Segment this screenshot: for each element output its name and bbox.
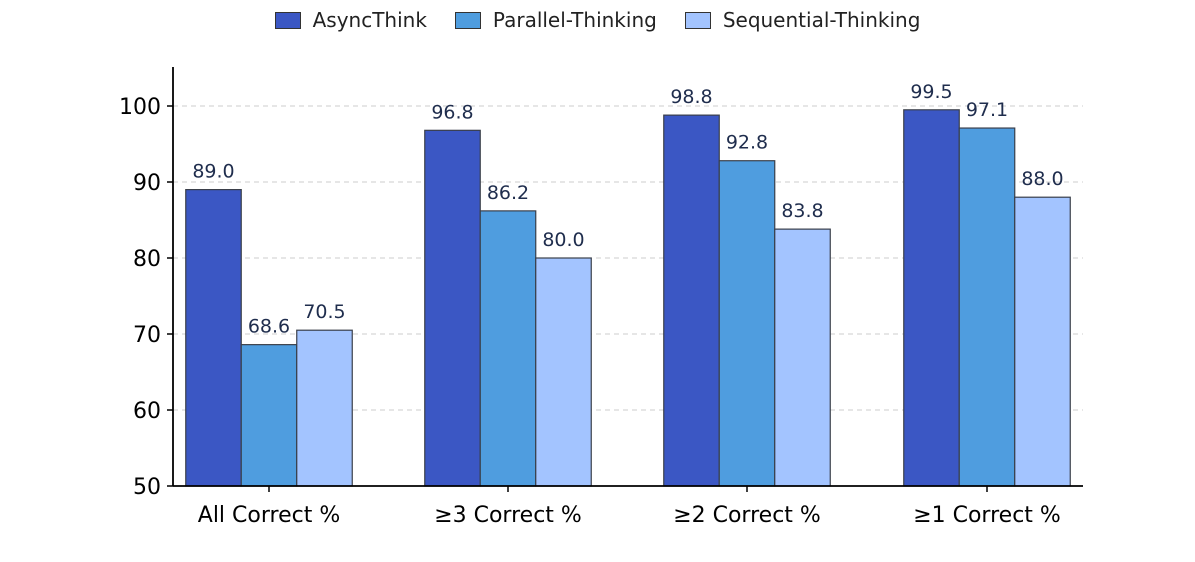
bar xyxy=(718,160,776,487)
bar-value-label: 98.8 xyxy=(670,86,712,108)
x-tick-label: ≥3 Correct % xyxy=(434,503,582,528)
bar-value-label: 86.2 xyxy=(487,182,529,204)
bar xyxy=(663,114,720,487)
bars xyxy=(185,109,1071,487)
legend-swatch-sequential-thinking xyxy=(684,11,711,29)
y-tick-label: 90 xyxy=(133,171,161,196)
legend-item-sequential-thinking: Sequential-Thinking xyxy=(684,8,921,32)
bar xyxy=(424,129,481,487)
x-tick-label: ≥1 Correct % xyxy=(913,503,1061,528)
bar xyxy=(185,189,242,487)
bar xyxy=(535,257,592,487)
bar-value-label: 88.0 xyxy=(1021,168,1063,190)
y-tick-label: 100 xyxy=(119,95,161,120)
legend-swatch-parallel-thinking xyxy=(454,11,481,29)
bar xyxy=(774,228,831,487)
data-labels: 89.0 68.6 70.5 96.8 86.2 80.0 98.8 92.8 83.8 99.5… xyxy=(192,81,1063,338)
legend-label: Parallel-Thinking xyxy=(492,8,657,32)
legend-item-asyncthink: AsyncThink xyxy=(274,8,427,32)
bar-value-label: 68.6 xyxy=(248,316,290,338)
bar xyxy=(903,109,960,487)
bar-value-label: 92.8 xyxy=(726,132,768,154)
bar-value-label: 70.5 xyxy=(303,301,345,323)
legend-item-parallel-thinking: Parallel-Thinking xyxy=(454,8,657,32)
legend-swatch-asyncthink xyxy=(274,11,301,29)
bar xyxy=(1014,196,1071,487)
legend-label: AsyncThink xyxy=(312,8,427,32)
bar-value-label: 89.0 xyxy=(192,161,234,183)
bar xyxy=(479,210,537,487)
bar-value-label: 83.8 xyxy=(781,200,823,222)
bar xyxy=(296,329,353,487)
bar-value-label: 96.8 xyxy=(431,101,473,123)
bar-value-label: 80.0 xyxy=(542,229,584,251)
bar-value-label: 99.5 xyxy=(910,81,952,103)
axes: 50 60 70 80 90 100 All Correct % ≥3 Correct % ≥2… xyxy=(119,67,1083,528)
bar-value-label: 97.1 xyxy=(966,99,1008,121)
y-tick-label: 50 xyxy=(133,475,161,500)
bar xyxy=(958,127,1016,487)
y-tick-label: 80 xyxy=(133,247,161,272)
x-tick-label: All Correct % xyxy=(198,503,340,528)
chart-legend: AsyncThink Parallel-Thinking Sequential-… xyxy=(0,8,1195,32)
bar xyxy=(240,344,298,487)
y-tick-label: 70 xyxy=(133,323,161,348)
legend-label: Sequential-Thinking xyxy=(722,8,921,32)
x-tick-label: ≥2 Correct % xyxy=(673,503,821,528)
y-tick-label: 60 xyxy=(133,399,161,424)
